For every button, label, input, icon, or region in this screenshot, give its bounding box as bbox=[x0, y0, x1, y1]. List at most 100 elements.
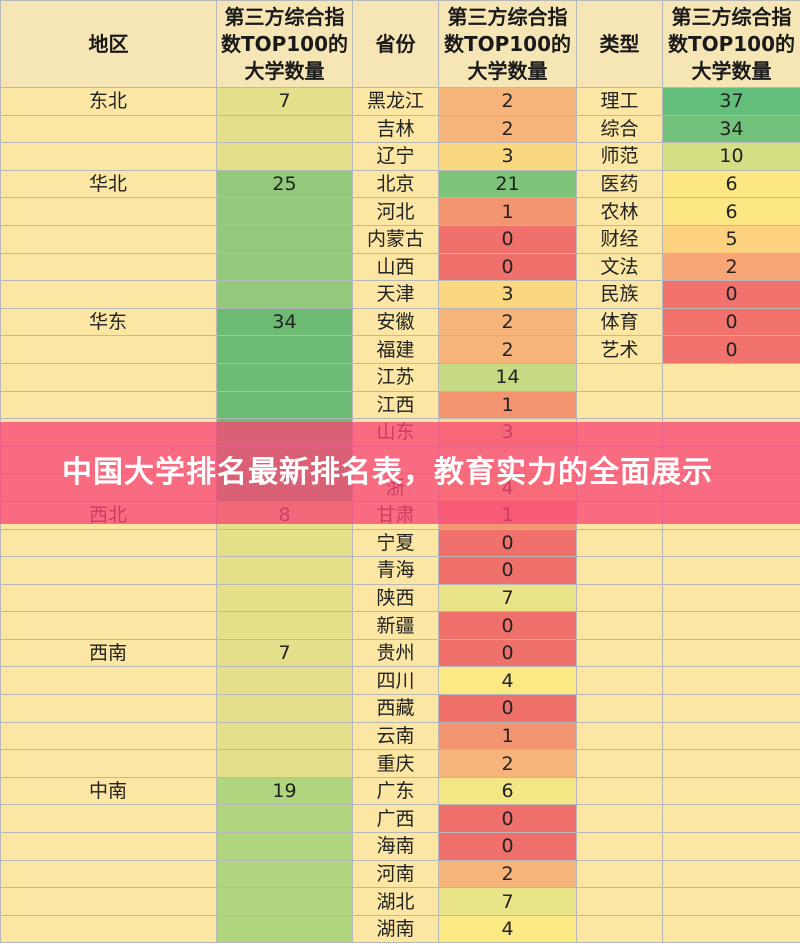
type-cell[interactable] bbox=[576, 390, 663, 420]
province-count-cell[interactable]: 2 bbox=[438, 114, 577, 144]
type-cell[interactable] bbox=[576, 776, 663, 806]
type-count-cell[interactable]: 6 bbox=[662, 197, 800, 226]
region-count-cell[interactable] bbox=[216, 142, 353, 171]
province-cell[interactable]: 江西 bbox=[352, 390, 439, 420]
province-count-cell[interactable]: 0 bbox=[438, 694, 577, 723]
type-cell[interactable] bbox=[576, 638, 663, 668]
region-count-cell[interactable] bbox=[216, 583, 353, 613]
region-count-cell[interactable] bbox=[216, 914, 353, 944]
province-count-cell[interactable]: 0 bbox=[438, 252, 577, 282]
region-cell[interactable] bbox=[0, 694, 217, 723]
type-cell[interactable]: 综合 bbox=[576, 114, 663, 144]
province-count-cell[interactable]: 1 bbox=[438, 721, 577, 751]
region-cell[interactable] bbox=[0, 280, 217, 309]
type-cell[interactable]: 体育 bbox=[576, 307, 663, 337]
type-count-cell[interactable] bbox=[662, 832, 800, 861]
type-cell[interactable] bbox=[576, 362, 663, 392]
region-count-cell[interactable]: 25 bbox=[216, 169, 353, 199]
type-count-cell[interactable]: 2 bbox=[662, 252, 800, 282]
type-count-cell[interactable] bbox=[662, 804, 800, 834]
header-type[interactable]: 类型 bbox=[576, 0, 663, 88]
region-count-cell[interactable] bbox=[216, 556, 353, 585]
region-count-cell[interactable] bbox=[216, 611, 353, 640]
province-count-cell[interactable]: 2 bbox=[438, 335, 577, 364]
province-cell[interactable]: 青海 bbox=[352, 556, 439, 585]
province-count-cell[interactable]: 2 bbox=[438, 87, 577, 116]
province-count-cell[interactable]: 4 bbox=[438, 666, 577, 696]
province-count-cell[interactable]: 6 bbox=[438, 776, 577, 806]
region-cell[interactable] bbox=[0, 252, 217, 282]
region-cell[interactable] bbox=[0, 666, 217, 696]
region-cell[interactable] bbox=[0, 362, 217, 392]
province-cell[interactable]: 河北 bbox=[352, 197, 439, 226]
province-count-cell[interactable]: 2 bbox=[438, 307, 577, 337]
type-count-cell[interactable] bbox=[662, 666, 800, 696]
province-cell[interactable]: 陕西 bbox=[352, 583, 439, 613]
region-cell[interactable] bbox=[0, 114, 217, 144]
province-cell[interactable]: 吉林 bbox=[352, 114, 439, 144]
region-count-cell[interactable] bbox=[216, 252, 353, 282]
type-cell[interactable] bbox=[576, 749, 663, 778]
region-cell[interactable]: 华东 bbox=[0, 307, 217, 337]
type-count-cell[interactable]: 10 bbox=[662, 142, 800, 171]
region-cell[interactable] bbox=[0, 914, 217, 944]
region-count-cell[interactable] bbox=[216, 666, 353, 696]
region-count-cell[interactable] bbox=[216, 887, 353, 916]
province-cell[interactable]: 海南 bbox=[352, 832, 439, 861]
region-cell[interactable] bbox=[0, 224, 217, 254]
province-count-cell[interactable]: 7 bbox=[438, 887, 577, 916]
type-cell[interactable] bbox=[576, 914, 663, 944]
province-cell[interactable]: 山西 bbox=[352, 252, 439, 282]
type-count-cell[interactable] bbox=[662, 721, 800, 751]
province-count-cell[interactable]: 0 bbox=[438, 556, 577, 585]
type-cell[interactable] bbox=[576, 832, 663, 861]
province-cell[interactable]: 天津 bbox=[352, 280, 439, 309]
type-count-cell[interactable]: 5 bbox=[662, 224, 800, 254]
region-count-cell[interactable] bbox=[216, 362, 353, 392]
province-count-cell[interactable]: 1 bbox=[438, 390, 577, 420]
type-count-cell[interactable] bbox=[662, 887, 800, 916]
region-count-cell[interactable] bbox=[216, 197, 353, 226]
type-count-cell[interactable]: 0 bbox=[662, 280, 800, 309]
region-cell[interactable] bbox=[0, 887, 217, 916]
type-count-cell[interactable] bbox=[662, 638, 800, 668]
province-count-cell[interactable]: 14 bbox=[438, 362, 577, 392]
type-cell[interactable] bbox=[576, 666, 663, 696]
province-cell[interactable]: 江苏 bbox=[352, 362, 439, 392]
type-count-cell[interactable]: 37 bbox=[662, 87, 800, 116]
type-cell[interactable] bbox=[576, 556, 663, 585]
province-cell[interactable]: 云南 bbox=[352, 721, 439, 751]
region-cell[interactable] bbox=[0, 721, 217, 751]
region-count-cell[interactable]: 19 bbox=[216, 776, 353, 806]
region-cell[interactable]: 中南 bbox=[0, 776, 217, 806]
type-cell[interactable]: 理工 bbox=[576, 87, 663, 116]
type-cell[interactable] bbox=[576, 694, 663, 723]
type-count-cell[interactable] bbox=[662, 694, 800, 723]
province-cell[interactable]: 湖北 bbox=[352, 887, 439, 916]
region-count-cell[interactable]: 34 bbox=[216, 307, 353, 337]
type-count-cell[interactable] bbox=[662, 362, 800, 392]
region-cell[interactable] bbox=[0, 528, 217, 558]
province-cell[interactable]: 黑龙江 bbox=[352, 87, 439, 116]
type-count-cell[interactable] bbox=[662, 914, 800, 944]
type-count-cell[interactable] bbox=[662, 556, 800, 585]
header-region[interactable]: 地区 bbox=[0, 0, 217, 88]
province-cell[interactable]: 湖南 bbox=[352, 914, 439, 944]
region-cell[interactable] bbox=[0, 335, 217, 364]
type-count-cell[interactable] bbox=[662, 390, 800, 420]
region-cell[interactable]: 西南 bbox=[0, 638, 217, 668]
province-cell[interactable]: 重庆 bbox=[352, 749, 439, 778]
province-count-cell[interactable]: 0 bbox=[438, 638, 577, 668]
province-count-cell[interactable]: 1 bbox=[438, 197, 577, 226]
province-count-cell[interactable]: 0 bbox=[438, 832, 577, 861]
type-count-cell[interactable] bbox=[662, 859, 800, 889]
province-cell[interactable]: 福建 bbox=[352, 335, 439, 364]
region-cell[interactable] bbox=[0, 583, 217, 613]
type-count-cell[interactable]: 0 bbox=[662, 307, 800, 337]
province-cell[interactable]: 四川 bbox=[352, 666, 439, 696]
province-cell[interactable]: 贵州 bbox=[352, 638, 439, 668]
province-cell[interactable]: 西藏 bbox=[352, 694, 439, 723]
province-count-cell[interactable]: 4 bbox=[438, 914, 577, 944]
region-count-cell[interactable]: 7 bbox=[216, 638, 353, 668]
region-cell[interactable] bbox=[0, 197, 217, 226]
